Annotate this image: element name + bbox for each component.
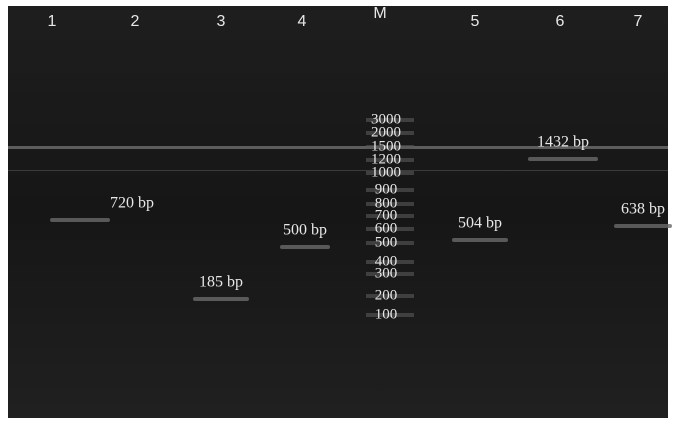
dna-band	[280, 245, 330, 249]
band-label: 1432 bp	[537, 134, 589, 151]
band-label: 500 bp	[283, 222, 327, 239]
dna-band	[614, 224, 672, 228]
lane-label: 4	[298, 13, 307, 30]
lane-label: 2	[131, 13, 140, 30]
dna-band	[452, 238, 508, 242]
marker-label: 500	[375, 234, 398, 250]
scan-artifact	[8, 170, 668, 171]
dna-band	[193, 297, 249, 301]
gel-background	[8, 6, 668, 418]
lane-label: 1	[48, 13, 57, 30]
dna-band	[528, 157, 598, 161]
marker-label: 300	[375, 265, 398, 281]
marker-label: 200	[375, 287, 398, 303]
lane-label: 7	[634, 13, 643, 30]
dna-band	[50, 218, 110, 222]
band-label: 504 bp	[458, 215, 502, 232]
gel-image: 1234M56730002000150012001000900800700600…	[0, 0, 673, 423]
lane-label: 5	[471, 13, 480, 30]
lane-label: M	[373, 5, 386, 22]
marker-label: 1000	[371, 164, 401, 180]
marker-label: 100	[375, 306, 398, 322]
band-label: 185 bp	[199, 274, 243, 291]
page: 1234M56730002000150012001000900800700600…	[0, 0, 673, 423]
lane-label: 6	[556, 13, 565, 30]
band-label: 720 bp	[110, 195, 154, 212]
band-label: 638 bp	[621, 201, 665, 218]
lane-label: 3	[217, 13, 226, 30]
